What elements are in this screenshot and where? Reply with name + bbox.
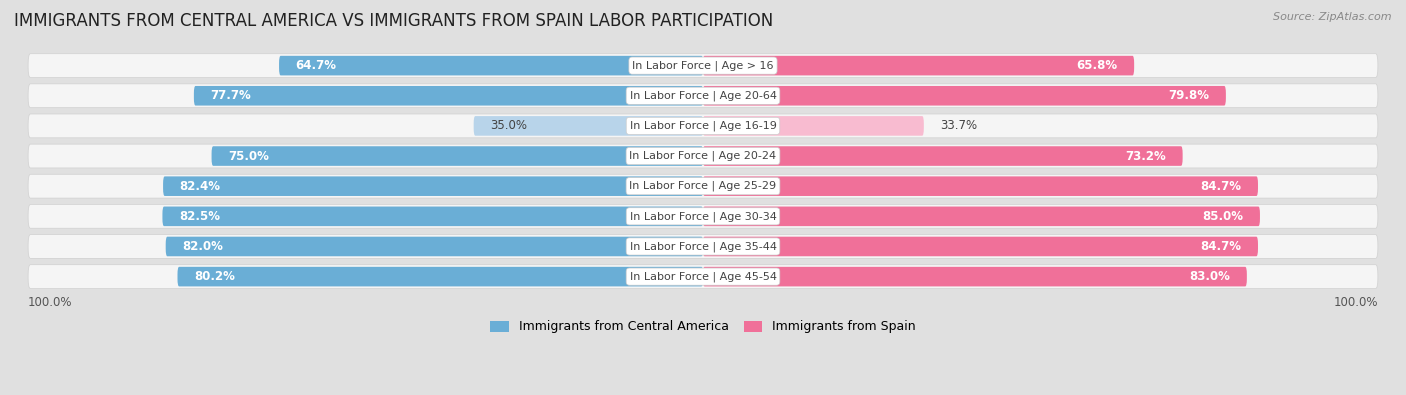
Text: 84.7%: 84.7% (1201, 240, 1241, 253)
Text: In Labor Force | Age 25-29: In Labor Force | Age 25-29 (630, 181, 776, 192)
Text: 100.0%: 100.0% (1333, 296, 1378, 309)
FancyBboxPatch shape (703, 207, 1260, 226)
Text: In Labor Force | Age 45-54: In Labor Force | Age 45-54 (630, 271, 776, 282)
Text: 75.0%: 75.0% (228, 150, 269, 163)
Text: 82.5%: 82.5% (179, 210, 219, 223)
FancyBboxPatch shape (28, 235, 1378, 258)
FancyBboxPatch shape (703, 267, 1247, 286)
Legend: Immigrants from Central America, Immigrants from Spain: Immigrants from Central America, Immigra… (485, 316, 921, 339)
Text: 83.0%: 83.0% (1189, 270, 1230, 283)
Text: In Labor Force | Age 35-44: In Labor Force | Age 35-44 (630, 241, 776, 252)
FancyBboxPatch shape (28, 265, 1378, 288)
Text: 80.2%: 80.2% (194, 270, 235, 283)
FancyBboxPatch shape (703, 56, 1135, 75)
FancyBboxPatch shape (28, 174, 1378, 198)
FancyBboxPatch shape (28, 54, 1378, 77)
Text: 35.0%: 35.0% (491, 119, 527, 132)
FancyBboxPatch shape (703, 177, 1258, 196)
FancyBboxPatch shape (703, 86, 1226, 105)
FancyBboxPatch shape (177, 267, 703, 286)
FancyBboxPatch shape (28, 84, 1378, 108)
Text: 79.8%: 79.8% (1168, 89, 1209, 102)
Text: 84.7%: 84.7% (1201, 180, 1241, 193)
Text: In Labor Force | Age 20-64: In Labor Force | Age 20-64 (630, 90, 776, 101)
Text: 73.2%: 73.2% (1126, 150, 1166, 163)
FancyBboxPatch shape (703, 237, 1258, 256)
FancyBboxPatch shape (166, 237, 703, 256)
Text: In Labor Force | Age > 16: In Labor Force | Age > 16 (633, 60, 773, 71)
Text: In Labor Force | Age 16-19: In Labor Force | Age 16-19 (630, 120, 776, 131)
FancyBboxPatch shape (163, 177, 703, 196)
FancyBboxPatch shape (28, 205, 1378, 228)
Text: 77.7%: 77.7% (211, 89, 252, 102)
FancyBboxPatch shape (28, 114, 1378, 138)
FancyBboxPatch shape (703, 146, 1182, 166)
Text: 65.8%: 65.8% (1077, 59, 1118, 72)
FancyBboxPatch shape (211, 146, 703, 166)
FancyBboxPatch shape (278, 56, 703, 75)
FancyBboxPatch shape (474, 116, 703, 136)
FancyBboxPatch shape (703, 116, 924, 136)
FancyBboxPatch shape (28, 144, 1378, 168)
Text: In Labor Force | Age 30-34: In Labor Force | Age 30-34 (630, 211, 776, 222)
Text: Source: ZipAtlas.com: Source: ZipAtlas.com (1274, 12, 1392, 22)
Text: IMMIGRANTS FROM CENTRAL AMERICA VS IMMIGRANTS FROM SPAIN LABOR PARTICIPATION: IMMIGRANTS FROM CENTRAL AMERICA VS IMMIG… (14, 12, 773, 30)
FancyBboxPatch shape (194, 86, 703, 105)
Text: 85.0%: 85.0% (1202, 210, 1243, 223)
Text: 33.7%: 33.7% (941, 119, 977, 132)
Text: 82.0%: 82.0% (183, 240, 224, 253)
Text: In Labor Force | Age 20-24: In Labor Force | Age 20-24 (630, 151, 776, 161)
Text: 64.7%: 64.7% (295, 59, 336, 72)
Text: 82.4%: 82.4% (180, 180, 221, 193)
Text: 100.0%: 100.0% (28, 296, 73, 309)
FancyBboxPatch shape (163, 207, 703, 226)
